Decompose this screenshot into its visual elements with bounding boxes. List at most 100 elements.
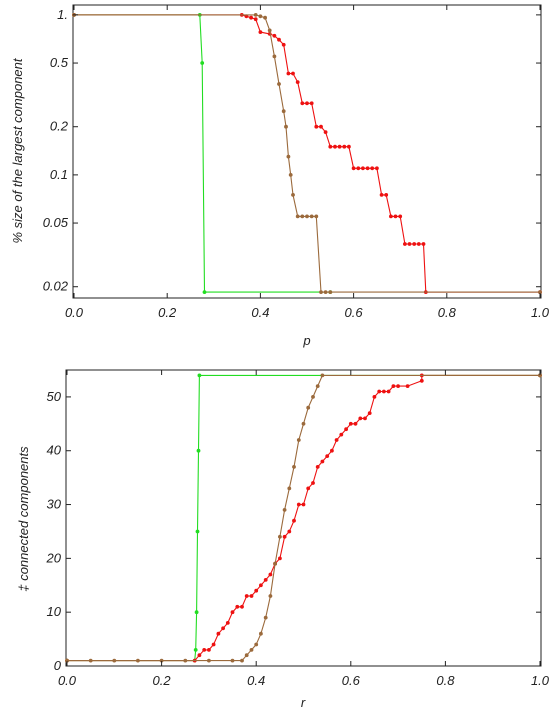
data-point-top-brown-14	[305, 214, 309, 219]
data-point-bottom-red-11	[240, 604, 244, 609]
data-point-bottom-red-21	[287, 529, 292, 534]
y-ticks-top: 1. 0.5 0.2 0.1 0.05 0.02	[43, 7, 541, 294]
data-point-bottom-red-19	[278, 556, 282, 561]
y-tick-label-top-0: 1.	[57, 7, 68, 22]
data-point-top-brown-8	[284, 124, 288, 129]
series-line-bottom-green	[67, 374, 540, 662]
data-point-bottom-red-35	[353, 421, 358, 426]
data-point-bottom-red-4	[207, 648, 211, 652]
data-point-top-red-5	[258, 30, 263, 34]
y-tick-label-bottom-4: 40	[47, 443, 62, 458]
data-point-bottom-brown-23	[311, 395, 315, 399]
data-point-top-brown-17	[319, 290, 323, 294]
data-point-bottom-red-41	[382, 389, 386, 394]
data-point-bottom-red-12	[244, 594, 249, 598]
data-point-top-red-7	[272, 33, 277, 38]
x-axis-label-bottom: r	[301, 695, 306, 710]
x-tick-label-bottom-1: 0.2	[153, 673, 172, 688]
data-point-top-brown-16	[314, 214, 319, 219]
chart-largest-component: 0.0 0.2 0.4 0.6 0.8 1.0 1. 0.5 0.2 0.1 0.05 0.02 p…	[10, 4, 550, 348]
data-point-bottom-red-31	[334, 438, 339, 442]
data-point-top-brown-3	[263, 15, 267, 20]
data-point-bottom-brown-25	[320, 373, 325, 378]
data-point-bottom-brown-17	[282, 508, 287, 512]
data-point-top-red-8	[277, 37, 281, 42]
data-point-bottom-red-44	[396, 384, 400, 388]
plot-frame-top	[72, 4, 542, 299]
data-point-bottom-brown-7	[230, 658, 235, 663]
data-point-bottom-green-4	[195, 529, 200, 534]
data-point-bottom-red-36	[358, 416, 363, 421]
data-point-bottom-red-32	[339, 432, 344, 437]
x-tick-label-top-4: 0.8	[438, 305, 457, 320]
data-point-top-brown-18	[323, 290, 328, 294]
data-point-bottom-brown-3	[136, 658, 140, 663]
data-point-top-red-23	[347, 144, 351, 149]
data-point-top-brown-20	[538, 290, 542, 294]
data-point-top-red-3	[249, 15, 254, 20]
data-point-top-red-12	[295, 80, 300, 84]
data-point-top-red-28	[370, 166, 375, 171]
data-point-top-red-25	[356, 166, 361, 171]
data-point-bottom-red-10	[235, 604, 240, 609]
data-point-top-red-31	[384, 193, 389, 197]
data-point-bottom-red-13	[249, 594, 254, 598]
x-tick-label-top-3: 0.6	[345, 305, 364, 320]
data-point-top-red-24	[351, 166, 356, 171]
data-point-top-red-33	[393, 214, 398, 219]
y-tick-label-top-5: 0.02	[43, 279, 69, 294]
data-point-bottom-red-3	[202, 648, 207, 652]
data-point-top-red-34	[398, 214, 403, 219]
data-point-bottom-red-5	[211, 642, 216, 647]
data-point-top-brown-2	[258, 14, 263, 19]
data-point-bottom-brown-21	[301, 421, 306, 426]
data-point-bottom-brown-15	[273, 561, 277, 566]
data-point-bottom-green-2	[193, 648, 198, 652]
data-point-top-red-4	[253, 17, 258, 22]
data-point-bottom-green-5	[196, 448, 201, 453]
data-point-bottom-red-22	[292, 518, 296, 523]
x-tick-label-top-2: 0.4	[251, 305, 269, 320]
data-point-bottom-red-14	[254, 588, 259, 593]
data-point-bottom-red-29	[325, 454, 330, 458]
data-point-bottom-red-20	[282, 534, 287, 539]
data-point-top-red-21	[337, 144, 342, 149]
y-tick-label-top-3: 0.1	[50, 167, 68, 182]
y-tick-label-bottom-1: 10	[47, 604, 62, 619]
data-point-top-red-11	[291, 71, 295, 76]
x-tick-label-top-0: 0.0	[65, 305, 84, 320]
data-point-bottom-red-40	[377, 389, 382, 394]
data-point-bottom-brown-10	[249, 648, 254, 652]
data-point-bottom-brown-6	[207, 658, 211, 663]
data-point-top-red-39	[421, 242, 426, 246]
y-tick-label-bottom-5: 50	[47, 389, 62, 404]
data-point-top-red-19	[328, 144, 333, 149]
y-tick-label-bottom-2: 20	[46, 550, 62, 565]
data-point-bottom-brown-22	[306, 405, 311, 410]
y-tick-label-bottom-0: 0	[54, 658, 62, 673]
data-point-bottom-brown-1	[88, 658, 93, 663]
data-point-bottom-red-43	[391, 384, 396, 388]
data-point-top-brown-12	[295, 214, 300, 219]
data-point-top-brown-1	[253, 13, 258, 17]
data-point-bottom-red-26	[311, 481, 315, 485]
x-axis-label-top: p	[302, 333, 310, 348]
data-point-bottom-brown-26	[538, 373, 542, 378]
x-tick-label-bottom-2: 0.4	[247, 673, 265, 688]
data-point-top-brown-13	[300, 214, 305, 219]
data-point-bottom-red-23	[296, 502, 301, 507]
y-tick-label-top-2: 0.2	[50, 119, 69, 134]
data-point-bottom-brown-4	[159, 658, 164, 663]
data-point-top-red-38	[416, 242, 421, 246]
data-point-bottom-red-7	[221, 626, 226, 631]
data-point-top-red-30	[379, 193, 384, 197]
data-point-top-brown-5	[272, 54, 277, 59]
y-ticks-bottom: 0 10 20 30 40 50	[46, 389, 541, 673]
data-point-top-red-20	[333, 144, 337, 149]
x-tick-label-top-1: 0.2	[158, 305, 177, 320]
data-point-top-red-15	[309, 101, 314, 106]
y-tick-label-top-1: 0.5	[50, 55, 69, 70]
data-point-bottom-red-45	[405, 384, 410, 388]
data-point-top-brown-11	[291, 193, 295, 197]
